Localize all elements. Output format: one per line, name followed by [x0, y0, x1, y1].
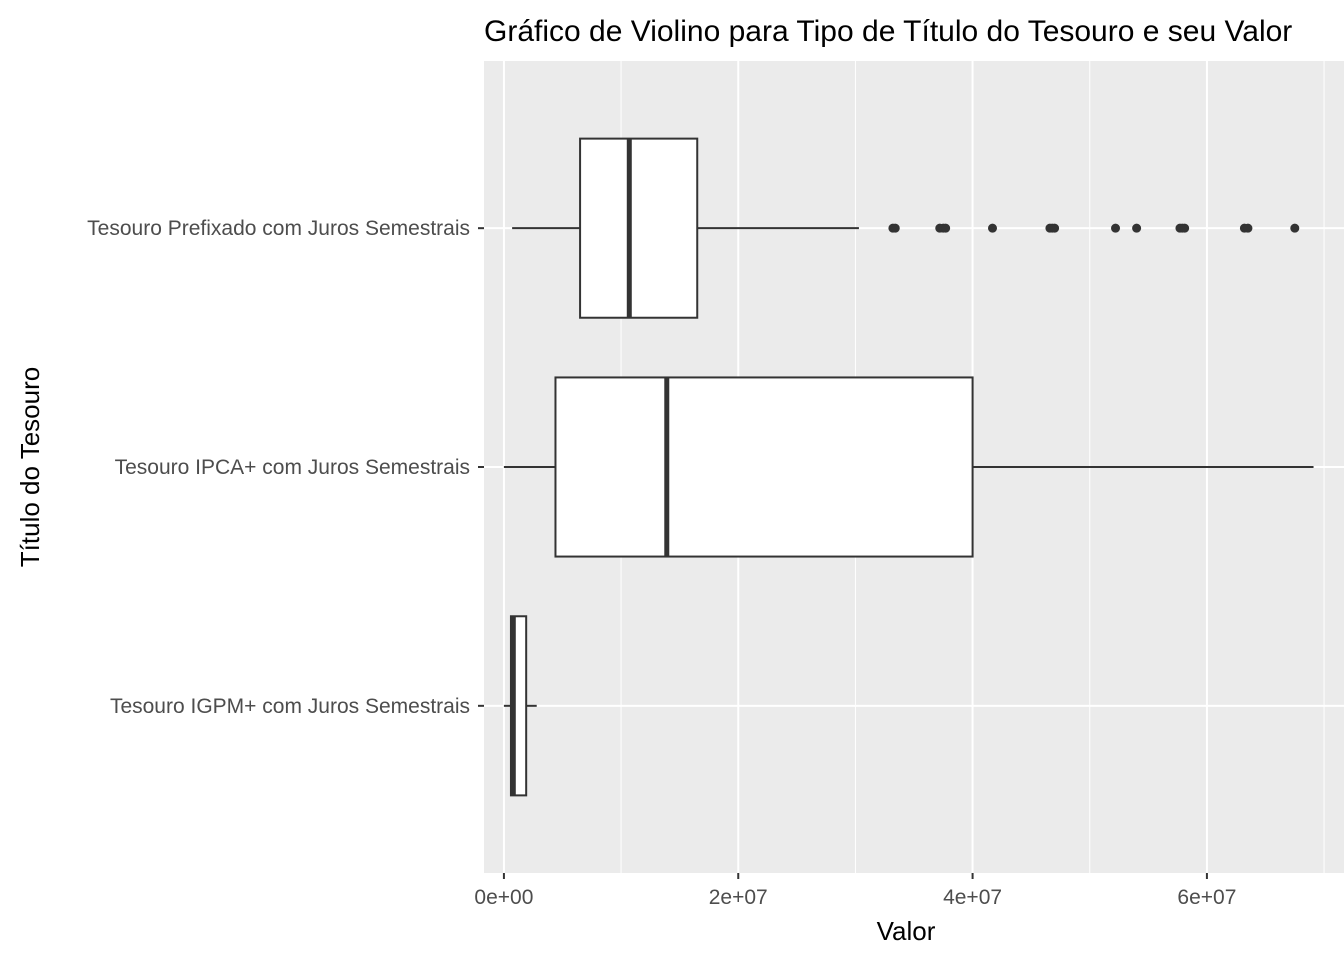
y-tick-label: Tesouro Prefixado com Juros Semestrais: [87, 217, 470, 240]
box-iqr: [579, 137, 699, 319]
outlier-point: [1050, 223, 1060, 233]
outlier-point: [890, 223, 900, 233]
box-group: [503, 615, 537, 797]
outlier-point: [1111, 223, 1121, 233]
box-group: [503, 376, 1314, 558]
box-iqr: [554, 376, 974, 558]
y-tick-label: Tesouro IPCA+ com Juros Semestrais: [115, 456, 470, 479]
outlier-point: [1132, 223, 1142, 233]
axes: 0e+00 2e+07 4e+07 6e+07 Tesouro Prefixado co…: [87, 217, 1236, 909]
boxplot-layer: [503, 137, 1314, 797]
x-tick-label: 2e+07: [709, 886, 768, 909]
x-tick-label: 6e+07: [1177, 886, 1236, 909]
y-tick-label: Tesouro IGPM+ com Juros Semestrais: [110, 695, 470, 718]
x-tick-label: 0e+00: [474, 886, 533, 909]
outlier-point: [1290, 223, 1300, 233]
y-axis-title: Título do Tesouro: [15, 367, 45, 567]
outlier-point: [1243, 223, 1253, 233]
outlier-point: [941, 223, 951, 233]
outlier-point: [1180, 223, 1190, 233]
x-tick-label: 4e+07: [943, 886, 1002, 909]
outlier-point: [988, 223, 998, 233]
chart-title: Gráfico de Violino para Tipo de Título d…: [484, 15, 1292, 48]
box-group: [512, 137, 1300, 319]
x-axis-title: Valor: [877, 916, 936, 946]
